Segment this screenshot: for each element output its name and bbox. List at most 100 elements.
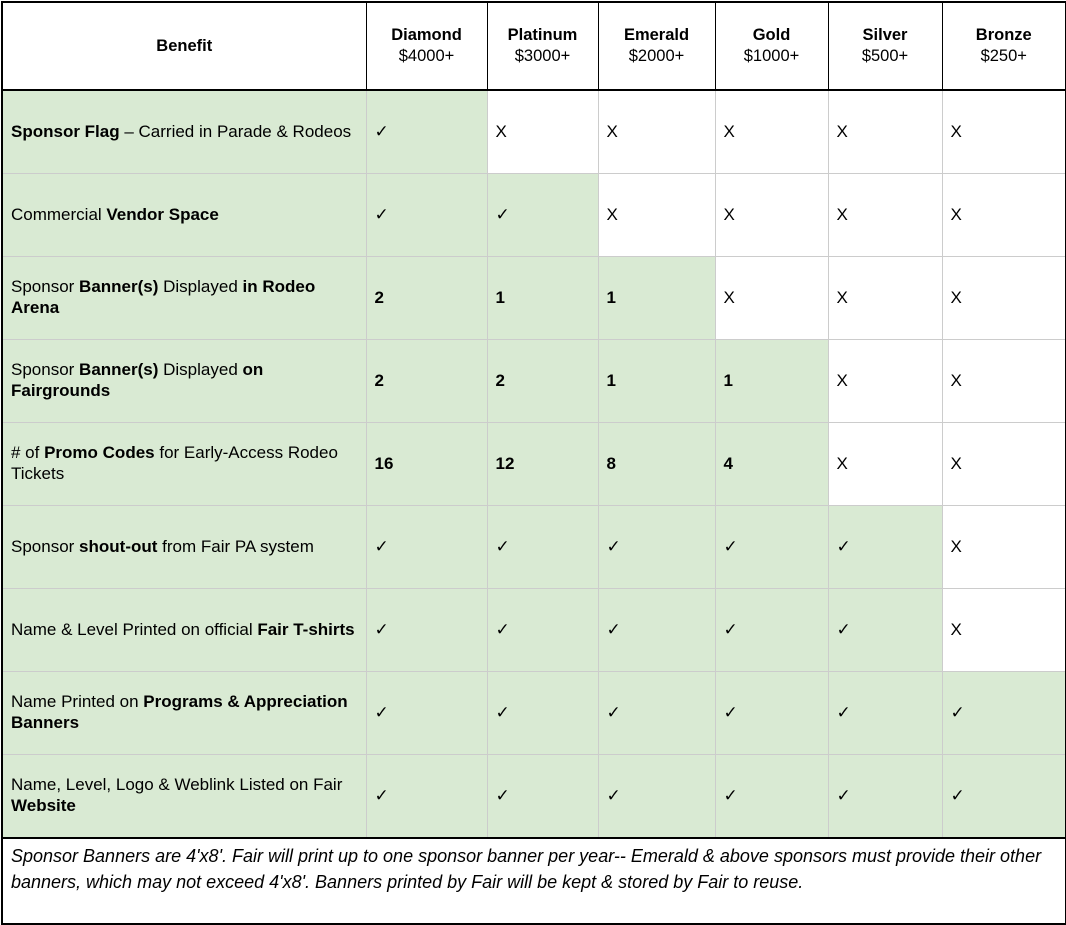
cell-silver: ✓ (827, 588, 943, 672)
benefit-row: Sponsor Banner(s) Displayed on Fairgroun… (1, 339, 1066, 423)
tier-header-emerald: Emerald $2000+ (597, 1, 716, 91)
benefit-text-bold: Vendor Space (106, 204, 219, 224)
benefit-row: Sponsor shout-out from Fair PA system ✓ ✓ ✓… (1, 505, 1066, 589)
benefit-text-bold: Banner(s) (79, 277, 159, 297)
cell-platinum: ✓ (486, 671, 599, 755)
benefit-row: Name & Level Printed on official Fair T-… (1, 588, 1066, 672)
cell-gold: X (714, 256, 829, 340)
benefit-row: Name, Level, Logo & Weblink Listed on Fa… (1, 754, 1066, 839)
cell-platinum: 12 (486, 422, 599, 506)
tier-amount: $250+ (980, 47, 1027, 65)
cell-emerald: ✓ (597, 671, 716, 755)
cell-bronze: X (941, 256, 1066, 340)
footnote: Sponsor Banners are 4'x8'. Fair will pri… (1, 837, 1066, 925)
cell-silver: X (827, 89, 943, 174)
tier-name: Platinum (507, 26, 578, 44)
tier-header-bronze: Bronze $250+ (941, 1, 1066, 91)
cell-diamond: 2 (365, 339, 488, 423)
cell-bronze: X (941, 505, 1066, 589)
cell-bronze: X (941, 339, 1066, 423)
benefit-text-bold: in Rodeo Arena (11, 277, 316, 317)
footnote-row: Sponsor Banners are 4'x8'. Fair will pri… (1, 837, 1066, 925)
benefit-row: Sponsor Banner(s) Displayed in Rodeo Are… (1, 256, 1066, 340)
benefit-text: Name Printed on (11, 692, 144, 712)
cell-gold: 1 (714, 339, 829, 423)
benefit-text: Sponsor (11, 360, 80, 380)
benefit-cell: Commercial Vendor Space (1, 173, 367, 257)
cell-diamond: ✓ (365, 671, 488, 755)
cell-emerald: ✓ (597, 754, 716, 839)
cell-emerald: X (597, 173, 716, 257)
benefit-text-bold: Sponsor Flag (11, 121, 120, 141)
cell-gold: ✓ (714, 754, 829, 839)
benefit-row: Sponsor Flag – Carried in Parade & Rodeo… (1, 89, 1066, 174)
cell-bronze: X (941, 588, 1066, 672)
cell-bronze: ✓ (941, 671, 1066, 755)
cell-emerald: 1 (597, 256, 716, 340)
benefit-cell: Sponsor shout-out from Fair PA system (1, 505, 367, 589)
cell-platinum: ✓ (486, 754, 599, 839)
tier-amount: $500+ (861, 47, 909, 65)
benefit-text-bold: Promo Codes (44, 443, 155, 463)
cell-platinum: 1 (486, 256, 599, 340)
benefit-text: Sponsor (11, 277, 80, 297)
cell-silver: X (827, 173, 943, 257)
header-row: Benefit Diamond $4000+ Platinum $3000+ Emera… (1, 1, 1066, 91)
benefit-text: – Carried in Parade & Rodeos (119, 121, 352, 141)
tier-header-platinum: Platinum $3000+ (486, 1, 599, 91)
benefit-text-bold: Programs & Appreciation Banners (11, 692, 348, 732)
cell-bronze: X (941, 422, 1066, 506)
tier-name: Silver (862, 26, 908, 44)
cell-diamond: 2 (365, 256, 488, 340)
tier-name: Gold (752, 26, 791, 44)
cell-emerald: 1 (597, 339, 716, 423)
cell-diamond: ✓ (365, 588, 488, 672)
benefit-cell: # of Promo Codes for Early-Access Rodeo … (1, 422, 367, 506)
benefit-cell: Sponsor Banner(s) Displayed in Rodeo Are… (1, 256, 367, 340)
benefit-text: from Fair PA system (157, 536, 314, 556)
cell-diamond: 16 (365, 422, 488, 506)
cell-silver: X (827, 256, 943, 340)
benefit-column-header: Benefit (1, 1, 367, 91)
benefit-text-bold: on Fairgrounds (11, 360, 264, 400)
benefit-cell: Name, Level, Logo & Weblink Listed on Fa… (1, 754, 367, 839)
cell-diamond: ✓ (365, 754, 488, 839)
tier-amount: $4000+ (398, 47, 455, 65)
cell-silver: ✓ (827, 505, 943, 589)
tier-name: Diamond (391, 26, 462, 44)
benefit-cell: Name Printed on Programs & Appreciation … (1, 671, 367, 755)
benefit-text: Displayed (158, 277, 243, 297)
cell-gold: X (714, 173, 829, 257)
benefit-text-bold: Fair T-shirts (257, 619, 355, 639)
cell-emerald: 8 (597, 422, 716, 506)
benefit-text: Commercial (11, 204, 107, 224)
cell-diamond: ✓ (365, 89, 488, 174)
cell-gold: ✓ (714, 588, 829, 672)
benefit-text: Sponsor (11, 536, 80, 556)
tier-header-silver: Silver $500+ (827, 1, 943, 91)
cell-platinum: X (486, 89, 599, 174)
cell-platinum: ✓ (486, 588, 599, 672)
cell-bronze: X (941, 89, 1066, 174)
cell-silver: X (827, 339, 943, 423)
benefit-row: Name Printed on Programs & Appreciation … (1, 671, 1066, 755)
cell-platinum: 2 (486, 339, 599, 423)
tier-name: Bronze (975, 26, 1032, 44)
cell-bronze: ✓ (941, 754, 1066, 839)
cell-gold: ✓ (714, 671, 829, 755)
cell-silver: ✓ (827, 754, 943, 839)
benefit-cell: Name & Level Printed on official Fair T-… (1, 588, 367, 672)
cell-platinum: ✓ (486, 173, 599, 257)
cell-platinum: ✓ (486, 505, 599, 589)
benefit-text: # of (11, 443, 45, 463)
benefit-text: Name, Level, Logo & Weblink Listed on Fa… (11, 775, 343, 795)
benefit-cell: Sponsor Flag – Carried in Parade & Rodeo… (1, 89, 367, 174)
tier-amount: $3000+ (514, 47, 571, 65)
tier-header-diamond: Diamond $4000+ (365, 1, 488, 91)
benefit-row: # of Promo Codes for Early-Access Rodeo … (1, 422, 1066, 506)
benefit-text-bold: Website (11, 796, 76, 815)
cell-gold: 4 (714, 422, 829, 506)
cell-emerald: ✓ (597, 588, 716, 672)
